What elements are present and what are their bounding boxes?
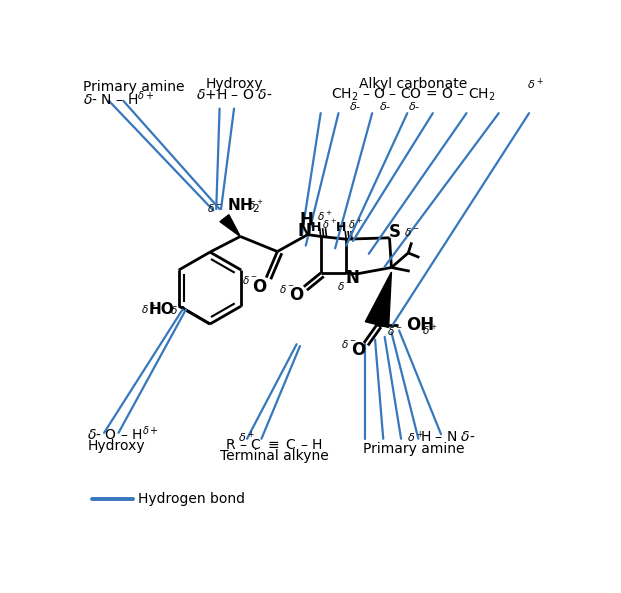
Text: H – N $\delta$-: H – N $\delta$- <box>420 431 476 444</box>
Text: O: O <box>289 286 304 304</box>
Text: $\delta^-$: $\delta^-$ <box>404 226 420 238</box>
Text: Alkyl carbonate: Alkyl carbonate <box>360 77 468 91</box>
Text: O: O <box>252 278 266 296</box>
Text: R – C $\equiv$ C – H: R – C $\equiv$ C – H <box>225 438 323 452</box>
Text: $\delta^+$: $\delta^+$ <box>348 218 363 231</box>
Text: $\delta$-: $\delta$- <box>349 100 361 112</box>
Text: $\delta^-$: $\delta^-$ <box>388 326 403 337</box>
Text: $\delta^+$: $\delta^+$ <box>141 303 156 316</box>
Text: $\delta^+$: $\delta^+$ <box>527 76 544 91</box>
Text: $\delta^-$: $\delta^-$ <box>341 338 356 350</box>
Text: $\delta^+$: $\delta^+$ <box>248 199 263 212</box>
Polygon shape <box>365 272 391 327</box>
Text: Primary amine: Primary amine <box>83 80 185 94</box>
Text: $\delta^-$: $\delta^-$ <box>279 283 295 295</box>
Text: Primary amine: Primary amine <box>363 442 465 456</box>
Text: Hydrogen bond: Hydrogen bond <box>138 492 245 506</box>
Text: $\delta^+$: $\delta^+$ <box>407 430 424 445</box>
Text: O: O <box>351 341 365 359</box>
Text: $\delta$- O – H$^{\delta+}$: $\delta$- O – H$^{\delta+}$ <box>87 425 159 444</box>
Text: Hydroxy: Hydroxy <box>205 77 263 91</box>
Text: $\delta^+$: $\delta^+$ <box>238 430 255 445</box>
Text: $\delta$- N – H$^{\delta+}$: $\delta$- N – H$^{\delta+}$ <box>83 90 155 108</box>
Text: $\delta^-$: $\delta^-$ <box>170 304 186 315</box>
Text: $\delta^-$: $\delta^-$ <box>337 280 353 292</box>
Text: NH$_2$: NH$_2$ <box>227 196 260 215</box>
Text: $\delta^+$: $\delta^+$ <box>322 218 337 231</box>
Text: N: N <box>298 222 312 240</box>
Text: Terminal alkyne: Terminal alkyne <box>220 449 329 463</box>
Text: $\delta^-$: $\delta^-$ <box>207 202 223 214</box>
Text: CH$_2$ – O – CO = O – CH$_2$: CH$_2$ – O – CO = O – CH$_2$ <box>332 87 496 103</box>
Text: $\delta$-: $\delta$- <box>409 100 420 112</box>
Polygon shape <box>220 215 240 237</box>
Text: $\delta^+$: $\delta^+$ <box>317 210 333 223</box>
Text: $\delta^-$: $\delta^-$ <box>242 275 258 286</box>
Text: $\delta$-: $\delta$- <box>379 100 391 112</box>
Text: N: N <box>346 269 360 286</box>
Text: Hydroxy: Hydroxy <box>87 439 145 452</box>
Text: H: H <box>336 221 347 234</box>
Text: $\delta^+$: $\delta^+$ <box>422 324 438 337</box>
Text: S: S <box>388 223 401 241</box>
Text: OH: OH <box>406 315 434 334</box>
Text: HO: HO <box>149 302 175 317</box>
Text: H: H <box>300 211 314 228</box>
Text: $\delta$+H – O $\delta$-: $\delta$+H – O $\delta$- <box>196 88 272 102</box>
Text: H: H <box>311 221 322 234</box>
